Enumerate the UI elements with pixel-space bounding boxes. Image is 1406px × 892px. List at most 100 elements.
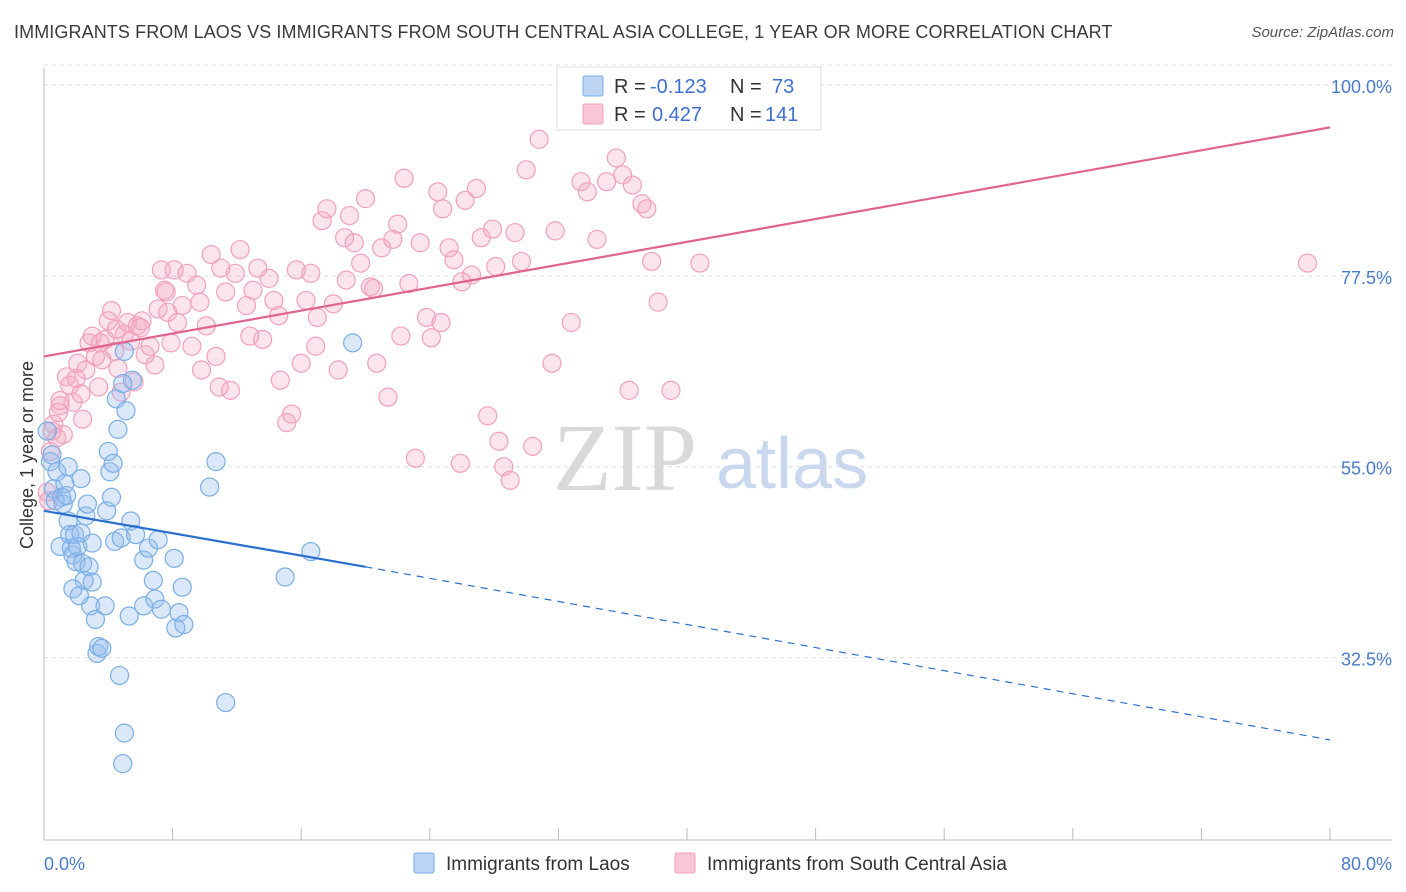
point-sca bbox=[220, 380, 241, 400]
point-sca bbox=[72, 409, 93, 429]
point-sca bbox=[187, 275, 207, 295]
point-sca bbox=[455, 190, 475, 210]
point-sca bbox=[523, 436, 543, 456]
point-sca bbox=[648, 292, 668, 312]
watermark: ZIP atlas bbox=[553, 404, 868, 511]
point-sca bbox=[145, 355, 165, 375]
point-laos bbox=[95, 596, 115, 616]
legend-r-label: R = bbox=[614, 76, 646, 98]
point-sca bbox=[561, 312, 581, 333]
point-sca bbox=[259, 268, 279, 288]
point-sca bbox=[90, 333, 110, 353]
point-sca bbox=[577, 182, 597, 202]
gridlines bbox=[44, 64, 1392, 659]
point-sca bbox=[140, 336, 160, 356]
point-laos bbox=[82, 533, 102, 553]
point-sca bbox=[306, 336, 326, 356]
point-sca bbox=[405, 448, 425, 468]
point-sca bbox=[301, 263, 321, 283]
series-legend: Immigrants from Laos Immigrants from Sou… bbox=[413, 852, 1007, 875]
y-axis-label: College, 1 year or more bbox=[17, 361, 37, 549]
point-sca bbox=[335, 228, 355, 248]
point-sca bbox=[339, 206, 360, 226]
point-sca bbox=[360, 277, 380, 297]
trend-line-laos bbox=[43, 509, 366, 568]
point-laos bbox=[206, 452, 226, 472]
point-sca bbox=[486, 256, 506, 277]
point-sca bbox=[328, 360, 348, 380]
point-laos bbox=[42, 445, 62, 465]
point-sca bbox=[516, 160, 536, 180]
point-laos bbox=[56, 485, 77, 506]
point-laos bbox=[119, 606, 139, 626]
point-sca bbox=[312, 211, 332, 231]
y-tick-label: 32.5% bbox=[1341, 650, 1392, 670]
x-tick-label-min: 0.0% bbox=[44, 854, 85, 874]
point-sca bbox=[190, 292, 210, 312]
trend-line-sca bbox=[43, 126, 1331, 358]
point-laos bbox=[151, 599, 171, 619]
x-tick-label-max: 80.0% bbox=[1341, 854, 1392, 874]
point-sca bbox=[206, 346, 226, 367]
point-sca bbox=[421, 328, 442, 348]
point-sca bbox=[130, 317, 151, 338]
point-sca bbox=[367, 353, 387, 373]
point-laos bbox=[82, 572, 102, 592]
point-sca bbox=[209, 377, 229, 397]
point-sca bbox=[363, 278, 384, 299]
point-sca bbox=[191, 360, 212, 380]
point-sca bbox=[344, 233, 364, 253]
point-laos bbox=[114, 341, 134, 361]
point-laos bbox=[116, 401, 136, 421]
point-sca bbox=[587, 229, 607, 249]
point-laos bbox=[134, 550, 154, 570]
y-tick-label: 77.5% bbox=[1341, 268, 1392, 288]
point-laos bbox=[79, 557, 99, 577]
point-laos bbox=[114, 723, 134, 743]
point-sca bbox=[230, 239, 250, 260]
point-sca bbox=[433, 199, 453, 219]
point-sca bbox=[355, 189, 376, 209]
watermark-atlas: atlas bbox=[716, 424, 868, 504]
point-sca bbox=[410, 233, 430, 253]
point-sca bbox=[351, 253, 371, 273]
point-sca bbox=[378, 387, 398, 407]
point-sca bbox=[489, 431, 509, 451]
point-sca bbox=[478, 406, 498, 426]
point-laos bbox=[343, 333, 363, 353]
point-laos bbox=[145, 589, 165, 609]
legend-r-value-sca: 0.427 bbox=[652, 104, 702, 126]
point-sca bbox=[53, 424, 73, 445]
point-sca bbox=[68, 353, 88, 373]
legend-swatch-laos bbox=[413, 852, 435, 874]
point-sca bbox=[1297, 253, 1318, 273]
data-points bbox=[37, 129, 1318, 774]
point-sca bbox=[622, 175, 642, 195]
point-laos bbox=[85, 609, 106, 630]
x-tick-labels: 0.0% 80.0% bbox=[44, 854, 1392, 874]
point-sca bbox=[101, 301, 122, 321]
legend-n-value-sca: 141 bbox=[765, 104, 798, 126]
point-laos bbox=[216, 692, 236, 713]
point-laos bbox=[108, 419, 128, 439]
axes bbox=[43, 68, 1392, 841]
legend-swatch-sca bbox=[582, 103, 604, 125]
point-laos bbox=[174, 614, 194, 635]
point-sca bbox=[642, 251, 662, 272]
y-tick-labels: 32.5% 55.0% 77.5% 100.0% bbox=[1331, 77, 1392, 670]
point-laos bbox=[111, 528, 131, 548]
point-laos bbox=[71, 469, 91, 489]
point-sca bbox=[161, 333, 181, 353]
point-sca bbox=[317, 199, 337, 219]
point-sca bbox=[132, 311, 152, 331]
point-sca bbox=[637, 199, 657, 219]
point-sca bbox=[613, 165, 633, 185]
y-tick-label: 100.0% bbox=[1331, 77, 1392, 97]
point-laos bbox=[143, 570, 163, 591]
point-sca bbox=[511, 251, 532, 272]
trend-line-laos-extension bbox=[365, 566, 1331, 741]
point-sca bbox=[619, 380, 639, 400]
legend-swatch-laos bbox=[582, 75, 604, 97]
legend-label-laos: Immigrants from Laos bbox=[446, 854, 630, 875]
